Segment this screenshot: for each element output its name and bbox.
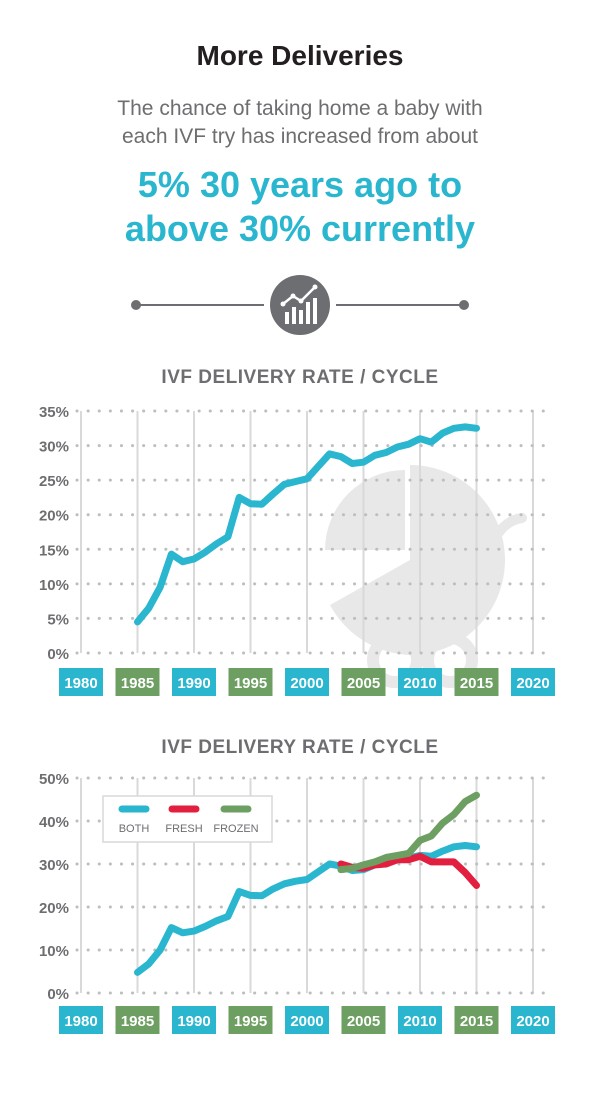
- x-tick-box: [115, 1006, 160, 1034]
- x-tick-label: 2005: [347, 1013, 380, 1030]
- x-tick-label: 1985: [121, 675, 154, 692]
- x-tick-label: 2005: [347, 675, 380, 692]
- series-line-fresh: [337, 852, 480, 889]
- y-tick-label: 10%: [39, 943, 69, 960]
- x-tick-box: [228, 668, 273, 696]
- y-tick-label: 20%: [39, 900, 69, 917]
- highlight-text: 5% 30 years ago to above 30% currently: [40, 163, 560, 251]
- y-tick-label: 40%: [39, 814, 69, 831]
- x-tick-box: [341, 668, 386, 696]
- x-tick-label: 2015: [460, 675, 493, 692]
- y-tick-label: 10%: [39, 577, 69, 594]
- y-tick-label: 5%: [47, 611, 69, 628]
- divider-left: [136, 304, 264, 306]
- y-tick-label: 25%: [39, 473, 69, 490]
- x-tick-box: [398, 1006, 442, 1034]
- y-tick-label: 50%: [39, 771, 69, 788]
- x-tick-box: [454, 668, 499, 696]
- legend-box: [102, 795, 273, 843]
- x-tick-box: [511, 1006, 555, 1034]
- page-title: More Deliveries: [196, 40, 404, 71]
- x-tick-box: [341, 1006, 386, 1034]
- x-tick-label: 1995: [234, 1013, 267, 1030]
- y-tick-label: 30%: [39, 857, 69, 874]
- chart-1: 0% 5% 10% 15% 20% 25% 30% 35% 1980 1985 1990 1995 2…: [39, 404, 555, 696]
- y-tick-label: 20%: [39, 508, 69, 525]
- x-tick-label: 2000: [290, 675, 323, 692]
- y-tick-label: 35%: [39, 404, 69, 421]
- x-tick-label: 1985: [121, 1013, 154, 1030]
- y-tick-label: 30%: [39, 439, 69, 456]
- highlight-line-1: 5% 30 years ago to: [137, 164, 463, 205]
- y-tick-label: 0%: [47, 986, 69, 1003]
- chart-2: 0% 10% 20% 30% 40% 50% 1980 1985 1990 1995 2000 20…: [39, 771, 555, 1034]
- x-tick-box: [115, 668, 160, 696]
- x-tick-label: 2020: [516, 1013, 549, 1030]
- x-tick-label: 1990: [177, 675, 210, 692]
- subtitle-line-1: The chance of taking home a baby with: [117, 97, 483, 120]
- x-tick-box: [59, 668, 103, 696]
- x-tick-label: 1980: [64, 1013, 97, 1030]
- x-tick-label: 2015: [460, 1013, 493, 1030]
- x-tick-box: [172, 668, 216, 696]
- line-chart-icon: [270, 275, 330, 335]
- x-tick-label: 2020: [516, 675, 549, 692]
- x-tick-box: [59, 1006, 103, 1034]
- subtitle: The chance of taking home a baby with ea…: [60, 95, 540, 151]
- highlight-line-2: above 30% currently: [124, 208, 476, 249]
- chart-1-title: IVF DELIVERY RATE / CYCLE: [161, 367, 439, 388]
- series-line: [134, 423, 480, 626]
- baby-carriage-watermark: [325, 465, 527, 688]
- y-tick-label: 0%: [47, 646, 69, 663]
- legend-label-fresh: FRESH: [165, 823, 202, 835]
- x-tick-box: [454, 1006, 499, 1034]
- x-tick-box: [172, 1006, 216, 1034]
- legend-label-frozen: FROZEN: [213, 823, 258, 835]
- x-tick-label: 2010: [403, 1013, 436, 1030]
- x-tick-box: [285, 1006, 329, 1034]
- x-tick-label: 2010: [403, 675, 436, 692]
- x-tick-box: [285, 668, 329, 696]
- chart-2-title: IVF DELIVERY RATE / CYCLE: [161, 737, 439, 758]
- legend-label-both: BOTH: [119, 823, 150, 835]
- x-tick-label: 1995: [234, 675, 267, 692]
- divider-right: [336, 304, 464, 306]
- x-tick-box: [398, 668, 442, 696]
- y-tick-label: 15%: [39, 542, 69, 559]
- x-tick-label: 1980: [64, 675, 97, 692]
- subtitle-line-2: each IVF try has increased from about: [121, 125, 478, 148]
- x-tick-box: [228, 1006, 273, 1034]
- divider-dot-right: [459, 300, 469, 310]
- x-tick-label: 2000: [290, 1013, 323, 1030]
- x-tick-box: [511, 668, 555, 696]
- series-line-frozen: [337, 791, 480, 874]
- x-tick-label: 1990: [177, 1013, 210, 1030]
